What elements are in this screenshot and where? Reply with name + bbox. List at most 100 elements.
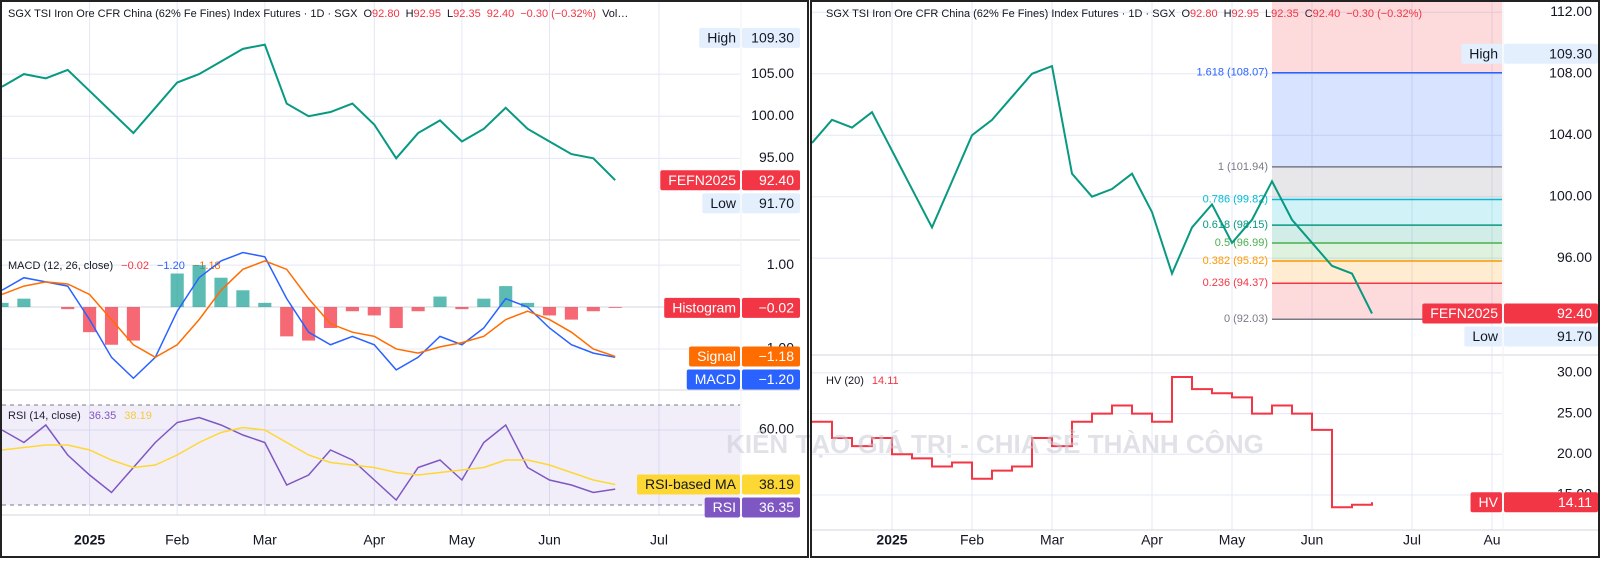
price-tag bbox=[1504, 492, 1598, 513]
pane-header: MACD (12, 26, close) −0.02 −1.20 −1.18 bbox=[8, 260, 221, 272]
price-tag-label bbox=[702, 193, 740, 214]
price-tag-label bbox=[1461, 43, 1502, 64]
header-title: SGX TSI Iron Ore CFR China (62% Fe Fines… bbox=[826, 8, 1176, 20]
quote-key: H bbox=[406, 8, 414, 20]
histogram-bar bbox=[389, 307, 403, 328]
fib-zone bbox=[1272, 260, 1502, 284]
quote-change: −0.30 (−0.32%) bbox=[1346, 8, 1422, 20]
price-tag bbox=[742, 497, 800, 518]
histogram-bar bbox=[258, 302, 272, 308]
pane-header: HV (20) 14.11 bbox=[826, 375, 899, 387]
x-tick-label: May bbox=[1219, 532, 1245, 548]
price-tag-value: −1.18 bbox=[759, 348, 795, 364]
indicator-value: −1.20 bbox=[157, 260, 185, 272]
quote-value: 92.35 bbox=[453, 8, 481, 20]
price-tag-name: Low bbox=[710, 195, 737, 211]
x-tick-label: Feb bbox=[960, 532, 984, 548]
x-tick-label: Jun bbox=[538, 532, 561, 548]
price-tag-name: RSI bbox=[713, 499, 736, 515]
price-tag bbox=[742, 170, 800, 191]
fib-label: 0.382 (95.82) bbox=[1203, 255, 1268, 267]
price-tag-name: HV bbox=[1479, 494, 1499, 510]
price-tag-name: FEFN2025 bbox=[668, 172, 736, 188]
price-tag-label bbox=[1470, 492, 1502, 513]
pane-header: SGX TSI Iron Ore CFR China (62% Fe Fines… bbox=[826, 8, 1422, 20]
quote-value: 92.35 bbox=[1271, 8, 1299, 20]
indicator-line bbox=[1, 260, 616, 359]
y-tick-label: 95.00 bbox=[759, 149, 794, 165]
price-tag-name: Signal bbox=[697, 348, 736, 364]
price-line bbox=[1, 43, 616, 181]
histogram-bar bbox=[586, 307, 600, 312]
indicator-value: −0.02 bbox=[121, 260, 149, 272]
fib-label: 0.236 (94.37) bbox=[1203, 277, 1268, 289]
histogram-bar bbox=[126, 307, 140, 341]
quote-key: O bbox=[1181, 8, 1190, 20]
histogram-bar bbox=[564, 307, 578, 320]
price-tag-label bbox=[689, 346, 740, 367]
histogram-bar bbox=[542, 307, 557, 316]
price-tag-value: 14.11 bbox=[1558, 494, 1592, 510]
price-tag-name: Low bbox=[1472, 328, 1499, 344]
x-tick-label: Mar bbox=[253, 532, 277, 548]
quote-key: L bbox=[1265, 8, 1271, 20]
price-tag-value: 92.40 bbox=[759, 172, 794, 188]
price-tag bbox=[742, 27, 800, 48]
x-tick-label: 2025 bbox=[74, 532, 105, 548]
price-tag-value: 109.30 bbox=[751, 30, 794, 46]
left-frame bbox=[0, 0, 809, 558]
fib-label: 1 (101.94) bbox=[1218, 161, 1268, 173]
price-tag-name: RSI-based MA bbox=[645, 476, 737, 492]
price-tag-value: −0.02 bbox=[759, 300, 795, 316]
price-tag-label bbox=[686, 369, 740, 390]
histogram-bar bbox=[411, 307, 425, 312]
indicator-title: HV (20) bbox=[826, 375, 864, 387]
y-tick-label: 96.00 bbox=[1557, 249, 1592, 265]
right-frame bbox=[810, 0, 1600, 558]
price-tag-label bbox=[1422, 303, 1502, 324]
indicator-line bbox=[812, 375, 1373, 509]
quote-key: H bbox=[1224, 8, 1232, 20]
fib-label: 0.5 (96.99) bbox=[1215, 237, 1268, 249]
histogram-bar bbox=[608, 307, 622, 308]
price-tag-value: 109.30 bbox=[1549, 45, 1592, 61]
x-tick-label: Feb bbox=[165, 532, 189, 548]
histogram-bar bbox=[0, 302, 9, 308]
price-tag bbox=[1504, 303, 1598, 324]
fib-label: 1.618 (108.07) bbox=[1196, 67, 1268, 79]
x-tick-label: Jul bbox=[650, 532, 668, 548]
price-tag-value: 91.70 bbox=[1557, 328, 1592, 344]
price-tag-value: 92.40 bbox=[1557, 305, 1592, 321]
histogram-bar bbox=[521, 302, 535, 308]
quote-key: C bbox=[1305, 8, 1313, 20]
y-tick-label: 112.00 bbox=[1550, 3, 1592, 19]
header-title: SGX TSI Iron Ore CFR China (62% Fe Fines… bbox=[8, 8, 358, 20]
x-tick-label: 2025 bbox=[876, 532, 907, 548]
x-tick-label: Mar bbox=[1040, 532, 1064, 548]
price-tag-name: High bbox=[707, 30, 736, 46]
fib-zone bbox=[1272, 225, 1502, 243]
quote-key: L bbox=[447, 8, 453, 20]
watermark: KIÊN TẠO GIÁ TRỊ - CHIA SẺ THÀNH CÔNG bbox=[726, 429, 1264, 459]
price-tag bbox=[1504, 43, 1598, 64]
indicator-value: 14.11 bbox=[872, 375, 899, 387]
y-tick-label: 100.00 bbox=[751, 107, 794, 123]
price-tag-name: Histogram bbox=[672, 300, 736, 316]
quote-value: 92.40 bbox=[487, 8, 515, 20]
price-tag-value: 38.19 bbox=[759, 476, 794, 492]
price-tag-label bbox=[660, 170, 740, 191]
price-tag bbox=[742, 346, 800, 367]
price-tag bbox=[1504, 326, 1598, 347]
indicator-title: MACD (12, 26, close) bbox=[8, 260, 113, 272]
fib-zone bbox=[1272, 166, 1502, 200]
fib-label: 0.786 (99.82) bbox=[1203, 193, 1268, 205]
quote-value: 92.95 bbox=[1232, 8, 1260, 20]
quote-change: −0.30 (−0.32%) bbox=[520, 8, 596, 20]
y-tick-label: 100.00 bbox=[1549, 187, 1592, 203]
y-tick-label: 105.00 bbox=[751, 65, 794, 81]
histogram-bar bbox=[214, 277, 228, 308]
histogram-bar bbox=[367, 307, 381, 316]
price-tag bbox=[742, 297, 800, 318]
